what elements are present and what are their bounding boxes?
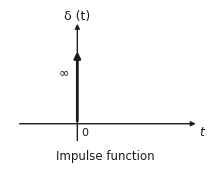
Text: δ (t): δ (t) [64,10,90,23]
Text: 0: 0 [81,128,88,138]
Text: ∞: ∞ [59,66,69,79]
Text: t: t [200,126,204,139]
Text: Impulse function: Impulse function [56,150,155,163]
